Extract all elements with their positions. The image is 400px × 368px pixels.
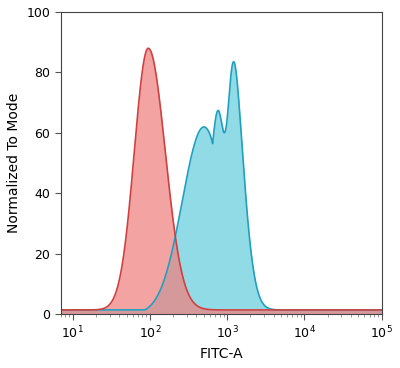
Y-axis label: Normalized To Mode: Normalized To Mode [7,93,21,233]
X-axis label: FITC-A: FITC-A [199,347,243,361]
